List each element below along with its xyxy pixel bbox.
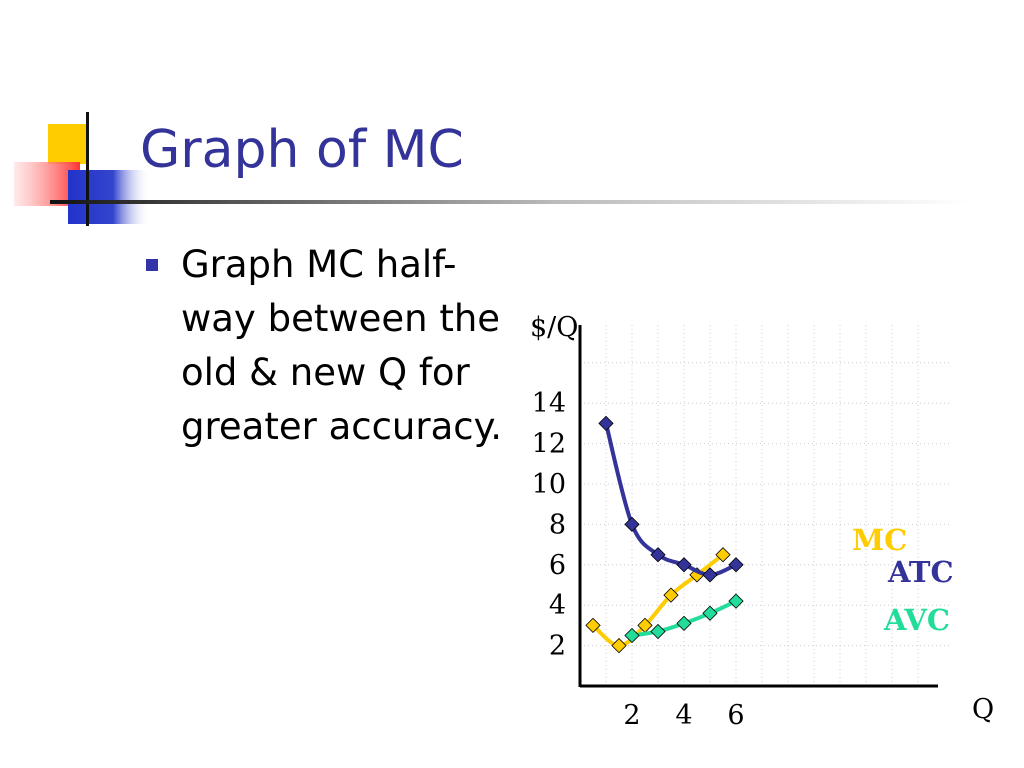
data-point-atc [624,516,640,533]
x-tick-label: 4 [675,700,692,731]
series-label-atc: ATC [887,555,954,589]
bullet-list: Graph MC half-way between the old & new … [146,238,521,454]
x-tick-labels: 2 4 6 [623,700,744,731]
data-point-mc [611,637,627,654]
data-point-atc [598,415,614,432]
data-point-avc [702,605,718,621]
x-axis-title: Q [972,694,994,725]
data-point-atc [702,567,718,583]
chart-series [585,415,744,654]
bullet-square-icon [146,259,158,271]
bullet-item: Graph MC half-way between the old & new … [146,238,521,454]
bullet-text: Graph MC half-way between the old & new … [181,243,502,448]
data-point-avc [728,593,744,609]
chart-grid [580,325,950,686]
y-tick-label: 14 [532,388,566,419]
data-point-mc [715,547,731,563]
data-point-atc [650,547,666,563]
data-point-avc [650,623,666,640]
data-point-avc [676,615,692,632]
y-axis-title: $/Q [530,312,578,343]
y-tick-label: 2 [549,631,566,662]
y-tick-label: 12 [532,429,566,460]
y-tick-label: 4 [549,590,566,621]
x-tick-label: 6 [727,700,744,731]
series-label-mc: MC [852,523,907,557]
data-point-mc [585,617,601,634]
data-point-mc [663,587,679,603]
series-label-avc: AVC [883,603,950,637]
chart-axes [578,325,938,688]
slide-corner-logo [14,112,150,226]
y-tick-labels: 2 4 6 8 10 12 14 [532,388,566,661]
y-tick-label: 8 [549,509,566,540]
data-point-mc [637,617,653,634]
y-tick-label: 6 [549,550,566,581]
data-point-atc [728,557,744,573]
title-underline [50,200,970,204]
series-line-atc [604,421,738,577]
cost-curves-chart: 2 4 6 8 10 12 14 2 4 6 $/Q Q MC ATC AVC [530,312,994,731]
x-tick-label: 2 [623,700,640,731]
data-point-avc [624,627,640,644]
slide-title: Graph of MC [140,120,464,180]
y-tick-label: 10 [532,469,566,500]
data-point-atc [676,557,692,573]
